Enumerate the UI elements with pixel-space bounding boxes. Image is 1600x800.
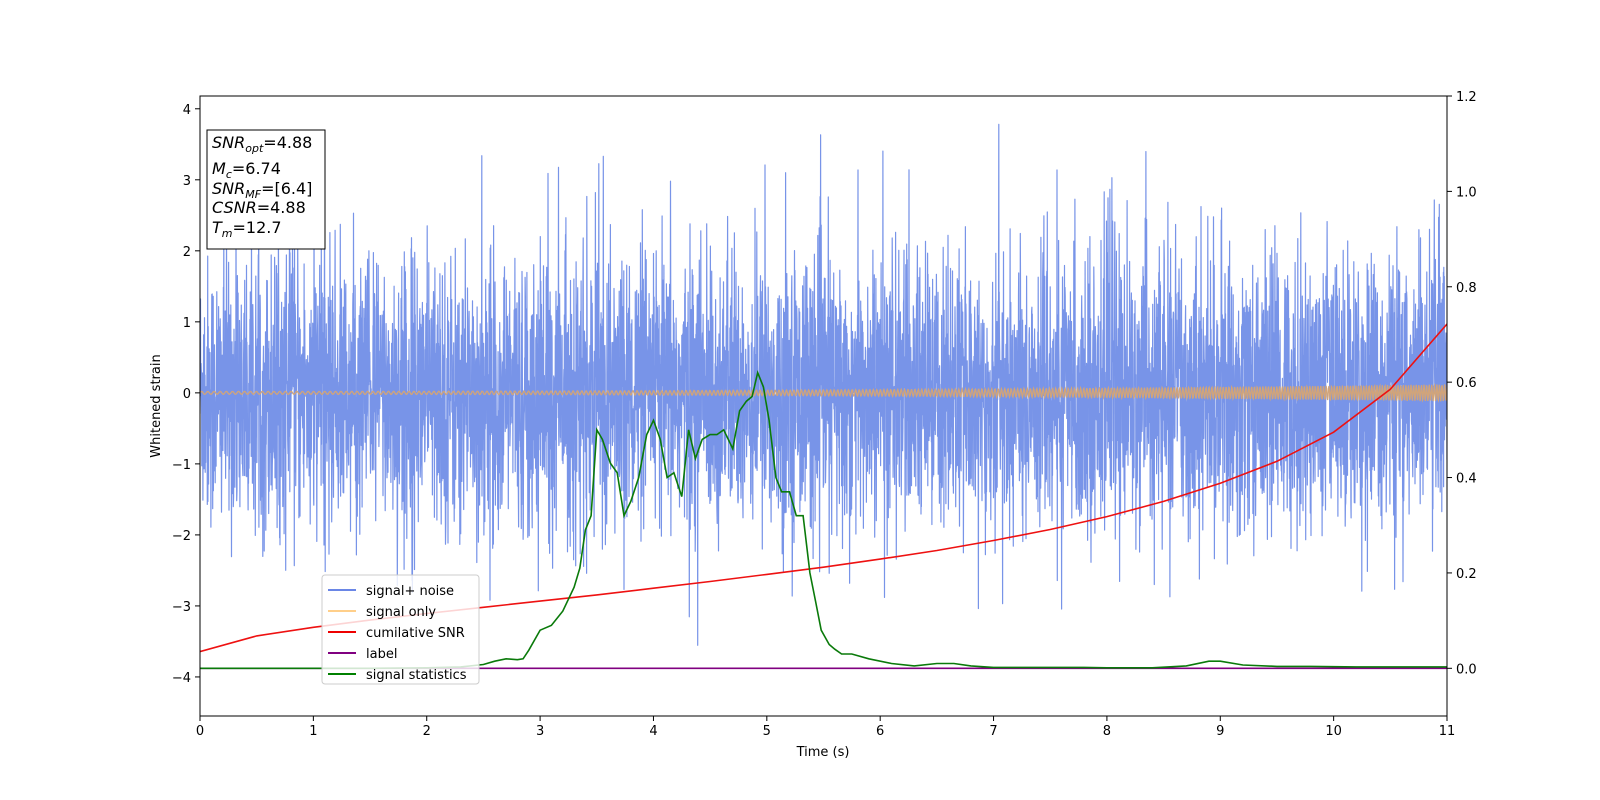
right-y-tick-label: 0.6 [1456, 376, 1477, 391]
x-tick-label: 7 [989, 724, 997, 739]
x-tick-label: 2 [423, 724, 431, 739]
left-y-tick-label: −1 [172, 458, 191, 473]
legend: signal+ noise signal only cumilative SNR la… [321, 574, 480, 685]
right-y-tick-label: 1.0 [1456, 185, 1477, 200]
plot-frame [199, 95, 1448, 717]
left-y-tick-label: 0 [183, 387, 191, 402]
signal-noise-series [200, 123, 1447, 646]
x-axis-ticks: 0 1 2 3 4 5 6 7 8 9 10 11 [196, 716, 1455, 739]
y-axis-label: Whitened strain [149, 354, 164, 457]
info-box-line: SNRopt=4.88 [212, 133, 312, 155]
info-box-line: Tm=12.7 [212, 218, 282, 240]
series-signal-only-line [200, 383, 1447, 403]
info-box: SNRopt=4.88 Mc=6.74SNRMF=[6.4]CSNR=4.88Tm… [206, 129, 326, 250]
left-y-tick-label: −2 [172, 529, 191, 544]
x-tick-label: 10 [1325, 724, 1342, 739]
left-y-tick-label: −3 [172, 600, 191, 615]
info-box-lines: SNRopt=4.88 Mc=6.74SNRMF=[6.4]CSNR=4.88Tm… [212, 133, 312, 240]
x-tick-label: 1 [309, 724, 317, 739]
left-y-tick-label: 2 [183, 245, 191, 260]
legend-entries: signal+ noise signal only cumilative SNR la… [328, 584, 467, 683]
x-tick-label: 11 [1439, 724, 1456, 739]
right-y-tick-label: 0.0 [1456, 662, 1477, 677]
left-y-tick-label: 3 [183, 174, 191, 189]
info-box-line: CSNR=4.88 [212, 198, 306, 217]
info-box-line: SNRMF=[6.4] [212, 179, 312, 201]
x-tick-label: 5 [763, 724, 771, 739]
left-y-tick-label: −4 [172, 671, 191, 686]
right-y-tick-label: 0.2 [1456, 567, 1477, 582]
legend-label: signal statistics [366, 668, 467, 683]
right-y-axis-ticks: 1.2 1.0 0.8 0.6 0.4 0.2 0.0 [1447, 90, 1477, 677]
legend-label: label [366, 647, 397, 662]
series-signal-noise-line [200, 123, 1447, 646]
x-axis-label: Time (s) [796, 745, 850, 760]
info-box-frame [206, 129, 326, 250]
x-tick-label: 6 [876, 724, 884, 739]
x-tick-label: 4 [649, 724, 657, 739]
signal-only-series [200, 383, 1447, 403]
right-y-tick-label: 0.4 [1456, 472, 1477, 487]
legend-frame [321, 574, 480, 685]
info-box-line: Mc=6.74 [212, 159, 281, 181]
legend-label: signal+ noise [366, 584, 454, 599]
right-y-tick-label: 1.2 [1456, 90, 1477, 105]
x-tick-label: 9 [1216, 724, 1224, 739]
series-signal-statistics-line [200, 369, 1447, 670]
left-y-tick-label: 1 [183, 316, 191, 331]
x-tick-label: 8 [1103, 724, 1111, 739]
right-y-tick-label: 0.8 [1456, 281, 1477, 296]
legend-label: cumilative SNR [366, 626, 465, 641]
x-tick-label: 0 [196, 724, 204, 739]
left-y-tick-label: 4 [183, 103, 191, 118]
legend-label: signal only [366, 605, 436, 620]
x-tick-label: 3 [536, 724, 544, 739]
left-y-axis-ticks: 4 3 2 1 0 −1 −2 −3 −4 [172, 103, 200, 686]
